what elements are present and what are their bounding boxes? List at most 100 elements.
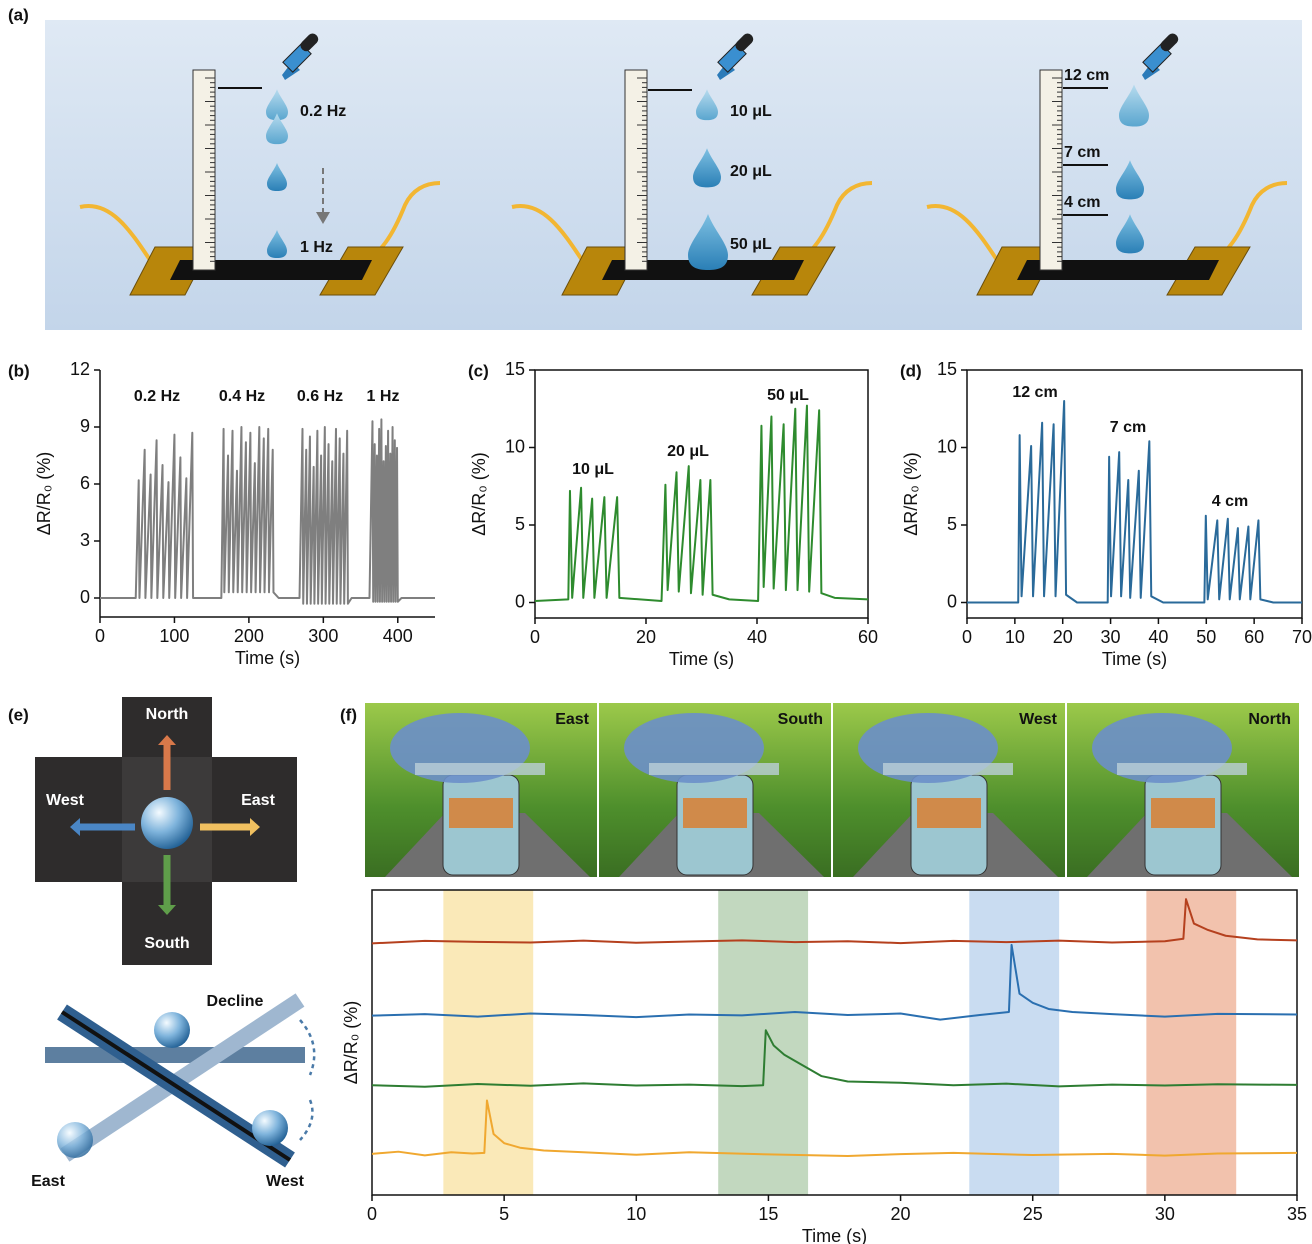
ruler — [625, 70, 647, 270]
direction-label: South — [144, 935, 189, 952]
y-tick-label: 0 — [515, 591, 525, 611]
figure: (a) (b) (c) (d) (e) (f) 0.2 Hz 1 Hz 10 μ… — [0, 0, 1312, 1244]
direction-label: West — [266, 1173, 305, 1190]
direction-label: East — [31, 1173, 65, 1190]
y-tick-label: 6 — [80, 473, 90, 493]
x-tick-label: 0 — [530, 627, 540, 647]
y-tick-label: 0 — [80, 587, 90, 607]
track-plate — [415, 763, 545, 775]
frequency-label: 1 Hz — [300, 239, 333, 256]
x-axis-label: Time (s) — [669, 649, 734, 669]
x-tick-label: 60 — [858, 627, 878, 647]
y-axis-label: ΔR/R₀ (%) — [469, 452, 489, 536]
panel-a-background — [45, 20, 1302, 330]
x-tick-label: 70 — [1292, 627, 1312, 647]
direction-label: West — [46, 792, 85, 809]
bus-window — [449, 798, 513, 828]
x-tick-label: 30 — [1155, 1204, 1175, 1224]
height-label: 7 cm — [1064, 144, 1100, 161]
x-tick-label: 400 — [383, 626, 413, 646]
x-tick-label: 30 — [1101, 627, 1121, 647]
panel-label: (b) — [8, 361, 30, 380]
data-line — [100, 419, 435, 603]
y-tick-label: 10 — [505, 436, 525, 456]
x-tick-label: 0 — [95, 626, 105, 646]
bus-window — [917, 798, 981, 828]
panel-label: (d) — [900, 361, 922, 380]
x-tick-label: 40 — [747, 627, 767, 647]
highlight-band — [969, 890, 1059, 1195]
direction-label: Decline — [207, 993, 264, 1010]
y-tick-label: 10 — [937, 436, 957, 456]
photo-label: East — [555, 711, 589, 728]
ball — [57, 1122, 93, 1158]
panel-label: (f) — [340, 705, 357, 724]
annotation: 12 cm — [1012, 384, 1057, 401]
x-axis-label: Time (s) — [802, 1226, 867, 1244]
direction-label: East — [241, 792, 275, 809]
x-tick-label: 50 — [1196, 627, 1216, 647]
page: (a) (b) (c) (d) (e) (f) 0.2 Hz 1 Hz 10 μ… — [0, 0, 1312, 1244]
highlight-band — [718, 890, 808, 1195]
x-tick-label: 5 — [499, 1204, 509, 1224]
ruler — [193, 70, 215, 270]
y-axis-label: ΔR/R₀ (%) — [901, 452, 921, 536]
ball — [252, 1110, 288, 1146]
annotation: 7 cm — [1110, 419, 1146, 436]
tilt-arrow — [300, 1100, 312, 1140]
height-label: 4 cm — [1064, 194, 1100, 211]
direction-label: North — [146, 706, 189, 723]
panel-label: (a) — [8, 5, 29, 24]
x-tick-label: 10 — [1005, 627, 1025, 647]
x-tick-label: 20 — [891, 1204, 911, 1224]
y-tick-label: 0 — [947, 591, 957, 611]
y-tick-label: 15 — [505, 359, 525, 379]
x-tick-label: 300 — [308, 626, 338, 646]
volume-label: 20 μL — [730, 163, 772, 180]
photo-label: West — [1019, 711, 1058, 728]
track-plate — [649, 763, 779, 775]
x-axis-label: Time (s) — [1102, 649, 1167, 669]
x-tick-label: 0 — [962, 627, 972, 647]
annotation: 10 μL — [572, 461, 614, 478]
ball — [154, 1012, 190, 1048]
y-tick-label: 9 — [80, 416, 90, 436]
volume-label: 50 μL — [730, 236, 772, 253]
annotation: 20 μL — [667, 443, 709, 460]
annotation: 0.4 Hz — [219, 388, 265, 405]
bus-window — [683, 798, 747, 828]
y-axis-label: ΔR/R₀ (%) — [34, 452, 54, 536]
x-tick-label: 10 — [626, 1204, 646, 1224]
x-tick-label: 200 — [234, 626, 264, 646]
x-tick-label: 60 — [1244, 627, 1264, 647]
x-tick-label: 20 — [636, 627, 656, 647]
x-tick-label: 100 — [159, 626, 189, 646]
x-tick-label: 0 — [367, 1204, 377, 1224]
annotation: 50 μL — [767, 387, 809, 404]
y-tick-label: 3 — [80, 530, 90, 550]
x-tick-label: 35 — [1287, 1204, 1307, 1224]
y-tick-label: 5 — [515, 514, 525, 534]
panel-label: (c) — [468, 361, 489, 380]
panel-label: (e) — [8, 705, 29, 724]
frequency-label: 0.2 Hz — [300, 103, 346, 120]
annotation: 0.6 Hz — [297, 388, 343, 405]
ruler — [1040, 70, 1062, 270]
data-line — [535, 406, 868, 601]
y-tick-label: 5 — [947, 514, 957, 534]
x-tick-label: 15 — [758, 1204, 778, 1224]
x-tick-label: 25 — [1023, 1204, 1043, 1224]
annotation: 4 cm — [1212, 493, 1248, 510]
volume-label: 10 μL — [730, 103, 772, 120]
y-tick-label: 12 — [70, 359, 90, 379]
y-axis-label: ΔR/R₀ (%) — [341, 1001, 361, 1085]
x-axis-label: Time (s) — [235, 648, 300, 668]
photo-label: North — [1248, 711, 1291, 728]
x-tick-label: 20 — [1053, 627, 1073, 647]
x-tick-label: 40 — [1148, 627, 1168, 647]
ball — [141, 797, 193, 849]
track-plate — [883, 763, 1013, 775]
height-label: 12 cm — [1064, 67, 1109, 84]
photo-label: South — [778, 711, 823, 728]
track-plate — [1117, 763, 1247, 775]
